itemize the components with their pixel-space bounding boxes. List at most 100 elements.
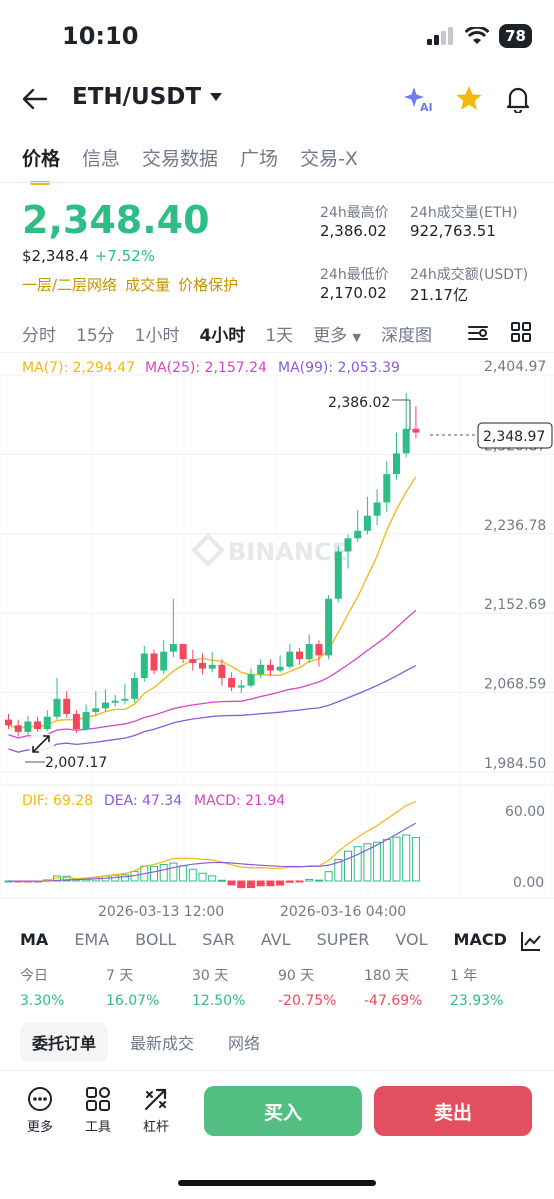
svg-text:AI: AI [420,101,433,113]
macd-bar [392,836,401,882]
tab-info[interactable]: 信息 [82,148,121,170]
tf-time[interactable]: 分时 [22,326,56,346]
ind-ema[interactable]: EMA [74,930,110,949]
tf-more[interactable]: 更多 ▼ [313,326,362,346]
candle-body [412,428,420,433]
chart-settings-icon[interactable] [467,322,489,344]
tf-4h[interactable]: 4小时 [199,326,246,346]
arrow-left-icon[interactable] [22,88,48,110]
y-tick-label: 2,236.78 [484,518,546,534]
tab-square[interactable]: 广场 [240,148,279,170]
low-marker-label: 2,007.17 [45,755,107,771]
candle-body [393,453,400,475]
high-marker-label: 2,386.02 [328,395,390,411]
tf-15m[interactable]: 15分 [76,326,115,346]
candle-body [218,664,226,679]
vol-eth-label: 24h成交量(ETH) [410,205,518,221]
candle-body [150,653,158,671]
macd-bar [169,862,178,882]
macd-tick-60: 60.00 [505,804,545,820]
tab-price[interactable]: 价格 [22,144,60,185]
low-value: 2,170.02 [320,284,387,302]
macd-bar [237,880,246,889]
grid-layout-icon[interactable] [511,322,531,342]
buy-button[interactable]: 买入 [204,1086,362,1136]
tag-layer-network[interactable]: 一层/二层网络 [22,276,118,294]
tf-1h[interactable]: 1小时 [134,326,180,346]
candle-body [53,698,61,717]
tools-label: 工具 [84,1120,111,1135]
ind-sar[interactable]: SAR [202,930,235,949]
tag-price-protection[interactable]: 价格保护 [178,276,239,294]
vol-usdt-value: 21.17亿 [410,286,468,304]
macd-bar [285,880,294,883]
last-price-marker: 2,348.97 [483,429,545,445]
ma99-line [8,665,417,753]
ma99-legend: MA(99): 2,053.39 [278,360,400,376]
candle-body [305,644,313,660]
bell-icon[interactable] [505,85,531,113]
indicator-tabs: MA EMA BOLL SAR AVL SUPER VOL MACD [20,930,533,949]
candle-body [82,712,90,730]
tab-latest-trades[interactable]: 最新成交 [130,1034,195,1053]
y-tick-label: 2,404.97 [484,359,546,375]
macd-bar [188,868,197,882]
ind-boll[interactable]: BOLL [135,930,177,949]
macd-bar [363,843,372,882]
candle-body [14,725,22,732]
performance-row: 今日 3.30% 7 天 16.07% 30 天 12.50% 90 天 -20.75%… [0,965,554,1009]
stats-grid: 24h最高价 2,386.02 24h成交量(ETH) 922,763.51 2… [320,202,540,323]
sell-button[interactable]: 卖出 [374,1086,532,1136]
candle-body [140,653,148,679]
macd-bar [247,880,255,888]
indicator-settings-icon[interactable] [520,930,542,952]
macd-dea-line [8,822,417,882]
home-indicator [178,1180,376,1186]
more-icon [28,1087,52,1111]
candle-body [24,721,32,732]
macd-dea-legend: DEA: 47.34 [104,793,182,809]
tf-1d[interactable]: 1天 [265,326,294,346]
candle-body [296,651,303,660]
candle-body [363,515,371,531]
perf-180d: 180 天 -47.69% [364,968,423,1009]
tab-open-orders[interactable]: 委托订单 [20,1023,109,1061]
perf-7d: 7 天 16.07% [106,968,160,1009]
ind-avl[interactable]: AVL [260,930,291,949]
tools-button[interactable]: 工具 [78,1086,118,1135]
candlestick-chart[interactable]: BINANCE MA(7): 2,294.47 MA(25): 2,157.24… [0,350,554,930]
star-icon[interactable] [455,85,483,111]
expand-icon[interactable] [28,731,54,757]
candle-body [325,598,333,656]
candle-body [373,502,381,516]
candle-body [131,678,139,699]
candle-body [63,698,71,714]
caret-down-icon [210,93,223,101]
candle-body [102,702,109,709]
ind-super[interactable]: SUPER [316,930,370,949]
candle-body [247,674,255,686]
tab-trading-data[interactable]: 交易数据 [142,148,219,170]
order-tabs: 委托订单 最新成交 网络 [20,1023,272,1061]
bottom-divider [0,1070,554,1071]
leverage-icon [144,1088,167,1111]
macd-bar [120,874,129,882]
ma7-line [8,476,417,730]
tf-depth[interactable]: 深度图 [381,326,433,346]
sparkle-ai-icon[interactable]: AI [404,85,434,113]
tag-volume[interactable]: 成交量 [125,276,171,294]
last-price-box[interactable] [477,422,553,449]
perf-90d: 90 天 -20.75% [278,968,337,1009]
ind-macd[interactable]: MACD [453,930,507,949]
ind-vol[interactable]: VOL [395,930,428,949]
tab-network[interactable]: 网络 [228,1034,261,1053]
tag-list: 一层/二层网络 成交量 价格保护 [22,274,238,295]
macd-bar [276,880,285,886]
leverage-button[interactable]: 杠杆 [136,1086,176,1135]
more-button[interactable]: 更多 [20,1086,60,1135]
candle-body [276,666,284,671]
macd-bar [344,850,352,882]
ind-ma[interactable]: MA [20,930,49,949]
pair-selector[interactable]: ETH/USDT [72,84,223,110]
tab-trade-x[interactable]: 交易-X [300,148,358,170]
